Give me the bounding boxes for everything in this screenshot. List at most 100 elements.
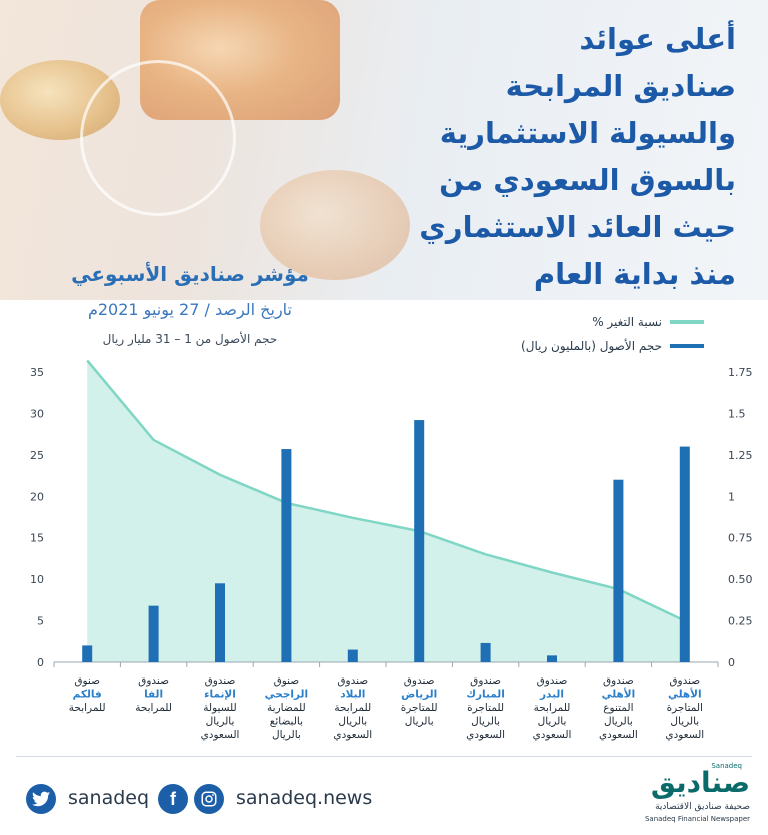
- asset-bar: [679, 446, 690, 662]
- right-axis-tick-label: 1.25: [728, 449, 753, 462]
- category-label: الإنماء: [204, 689, 236, 701]
- category-label: صنوق: [74, 675, 100, 687]
- right-axis-tick-label: 0.75: [728, 532, 753, 545]
- brand-name: صناديق: [650, 766, 750, 799]
- left-axis-tick-label: 25: [30, 449, 44, 462]
- right-axis-tick-label: 1: [728, 490, 735, 503]
- title-line: والسيولة الاستثمارية: [439, 116, 736, 150]
- change-area: [87, 360, 685, 662]
- footer: sanadeq f sanadeq.news صناديق Sanadeq صح…: [0, 762, 768, 835]
- asset-bar: [148, 605, 159, 662]
- category-label: للمرابحة: [135, 702, 172, 714]
- category-label: السعودي: [333, 729, 372, 741]
- chart-svg: 0 5 10 15 20 25 30 35 0 0.25 0.50 0.75 1 1.25 1.5 1.75 ص…: [30, 359, 753, 741]
- legend-label-assets: حجم الأصول (بالمليون ريال): [521, 339, 662, 353]
- legend-swatch-assets: [670, 344, 704, 348]
- asset-bar: [347, 649, 358, 662]
- category-label: صندوق: [138, 675, 169, 687]
- main-title: أعلى عوائد صناديق المرابحة والسيولة الاس…: [276, 16, 736, 298]
- category-label: بالبضائع: [270, 716, 303, 728]
- right-axis-tick-label: 1.5: [728, 407, 746, 420]
- category-label: بالريال: [206, 716, 235, 728]
- category-label: المتاجرة: [667, 702, 703, 714]
- date-line: تاريخ الرصد / 27 يونيو 2021م: [87, 300, 293, 319]
- brand-tagline-ar: صحيفة صناديق الاقتصادية: [655, 802, 750, 812]
- left-axis-tick-label: 10: [30, 573, 44, 586]
- left-axis-tick-label: 20: [30, 490, 44, 503]
- hero-background: [0, 0, 768, 300]
- chart-legend: نسبة التغير % حجم الأصول (بالمليون ريال): [521, 310, 704, 358]
- title-line: أعلى عوائد: [579, 22, 736, 56]
- category-label: الراجحي: [265, 689, 308, 701]
- category-label: للمرابحة: [534, 702, 571, 714]
- left-axis-tick-label: 5: [37, 615, 44, 628]
- title-line: حيث العائد الاستثماري: [419, 210, 736, 244]
- coin-decoration-2: [260, 170, 410, 280]
- left-axis-tick-label: 15: [30, 532, 44, 545]
- asset-bar: [613, 479, 624, 662]
- category-label: للمضاربة: [267, 702, 306, 714]
- right-axis-tick-label: 1.75: [728, 366, 753, 379]
- ring-decoration: [80, 60, 236, 216]
- category-label: بالريال: [338, 716, 367, 728]
- category-label: للمتاجرة: [467, 702, 504, 714]
- category-label: بالريال: [272, 729, 301, 741]
- website-link[interactable]: sanadeq.news: [236, 787, 373, 809]
- brand-tagline-en: Sanadeq Financial Newspaper: [644, 815, 750, 823]
- asset-bar: [82, 645, 93, 662]
- left-axis-tick-label: 35: [30, 366, 44, 379]
- category-label: صندوق: [337, 675, 368, 687]
- category-label: بالريال: [670, 716, 699, 728]
- legend-item-assets: حجم الأصول (بالمليون ريال): [521, 334, 704, 358]
- category-label: المبارك: [466, 689, 504, 701]
- asset-bar: [480, 642, 491, 662]
- asset-bar: [281, 449, 292, 662]
- category-label: صندوق: [470, 675, 501, 687]
- category-label: صنوق: [274, 675, 300, 687]
- facebook-icon[interactable]: f: [158, 784, 188, 814]
- category-label: للسيولة: [203, 702, 236, 714]
- left-axis-tick-label: 0: [37, 656, 44, 669]
- asset-bar: [414, 420, 425, 662]
- category-label: للمرابحة: [334, 702, 371, 714]
- category-label: بالريال: [405, 716, 434, 728]
- right-axis-tick-label: 0.25: [728, 615, 753, 628]
- category-label: بالريال: [604, 716, 633, 728]
- asset-bar: [547, 655, 557, 662]
- category-label: صندوق: [603, 675, 634, 687]
- right-axis-tick-label: 0: [728, 656, 735, 669]
- category-label: السعودي: [533, 729, 572, 741]
- category-label: للمتاجرة: [401, 702, 438, 714]
- change-line: [86, 359, 686, 622]
- category-label: للمرابحة: [69, 702, 106, 714]
- category-label: السعودي: [201, 729, 240, 741]
- category-label: البلاد: [340, 689, 365, 701]
- category-label: المتنوع: [603, 702, 633, 714]
- category-label: صندوق: [669, 675, 700, 687]
- category-label: الرياض: [401, 689, 437, 701]
- title-line: بالسوق السعودي من: [439, 163, 736, 197]
- instagram-icon[interactable]: [194, 784, 224, 814]
- category-label: فالكم: [73, 689, 102, 701]
- footer-divider: [16, 756, 752, 757]
- assets-range-line: حجم الأصول من 1 – 31 مليار ريال: [102, 332, 278, 346]
- category-label: الأهلي: [602, 688, 636, 701]
- category-label: بالريال: [538, 716, 567, 728]
- category-label: السعودي: [599, 729, 638, 741]
- title-line: صناديق المرابحة: [505, 69, 736, 103]
- chart-subtitle: مؤشر صناديق الأسبوعي: [71, 262, 309, 286]
- category-label: بالريال: [471, 716, 500, 728]
- legend-label-change: نسبة التغير %: [592, 315, 662, 329]
- category-label: صندوق: [205, 675, 236, 687]
- legend-item-change: نسبة التغير %: [521, 310, 704, 334]
- category-label: الفا: [144, 689, 163, 701]
- right-axis-tick-label: 0.50: [728, 573, 753, 586]
- legend-swatch-change: [670, 320, 704, 324]
- category-label: السعودي: [665, 729, 704, 741]
- category-label: صندوق: [404, 675, 435, 687]
- left-axis-tick-label: 30: [30, 407, 44, 420]
- asset-bar: [215, 583, 225, 662]
- twitter-handle[interactable]: sanadeq: [68, 787, 150, 809]
- category-label: صندوق: [537, 675, 568, 687]
- twitter-icon[interactable]: [26, 784, 56, 814]
